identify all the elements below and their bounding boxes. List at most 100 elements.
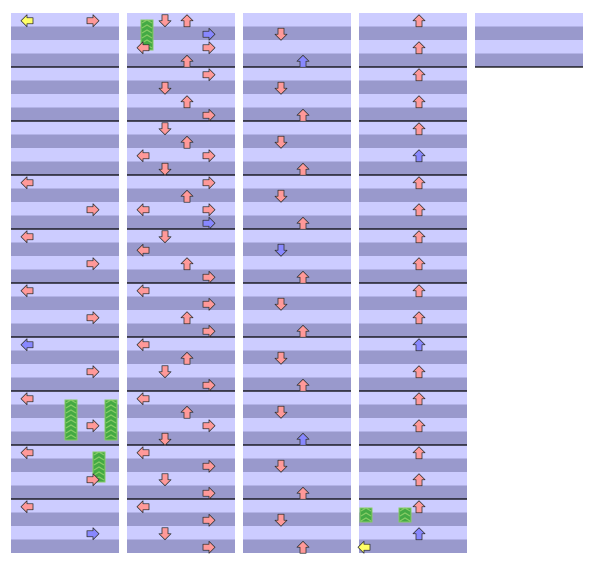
note-arrow-up <box>296 540 310 554</box>
hold-stripe <box>360 507 372 512</box>
note-arrow-right <box>202 176 216 190</box>
lane-row <box>243 107 351 121</box>
note-arrow-down <box>274 189 288 203</box>
lane-row <box>243 175 351 189</box>
lane-row <box>127 134 235 148</box>
note-arrow-up <box>296 54 310 68</box>
lane-row <box>243 80 351 94</box>
note-arrow-up <box>296 378 310 392</box>
note-arrow-left <box>136 392 150 406</box>
note-arrow-down <box>274 459 288 473</box>
lane-row <box>359 13 467 27</box>
lane-row <box>359 526 467 540</box>
note-arrow-left <box>136 243 150 257</box>
lane-row <box>243 350 351 364</box>
lane-row <box>127 296 235 310</box>
note-arrow-up <box>412 365 426 379</box>
lane-row <box>359 404 467 418</box>
note-arrow-left <box>20 176 34 190</box>
lane-row <box>359 445 467 459</box>
hold-stripe <box>399 507 411 512</box>
lane-row <box>243 445 351 459</box>
lane-row <box>127 256 235 270</box>
note-arrow-down <box>158 230 172 244</box>
hold-stripe <box>105 434 117 439</box>
note-arrow-right <box>202 324 216 338</box>
note-arrow-up <box>412 392 426 406</box>
lane-row <box>359 472 467 486</box>
lane-row <box>11 256 119 270</box>
hold-stripe <box>105 429 117 434</box>
note-arrow-right <box>202 149 216 163</box>
lane-row <box>243 283 351 297</box>
hold-stripe <box>65 419 77 424</box>
note-arrow-left <box>20 14 34 28</box>
lane-row <box>11 80 119 94</box>
note-arrow-up <box>412 473 426 487</box>
note-arrow-up <box>180 351 194 365</box>
note-arrow-right <box>86 14 100 28</box>
hold-stripe <box>360 512 372 517</box>
lane-row <box>11 323 119 337</box>
note-arrow-up <box>412 149 426 163</box>
lane-row <box>243 53 351 67</box>
lane-row <box>359 94 467 108</box>
note-arrow-down <box>158 162 172 176</box>
lane-row <box>359 202 467 216</box>
lane-row <box>127 161 235 175</box>
note-arrow-left <box>136 284 150 298</box>
lane-row <box>11 215 119 229</box>
note-arrow-up <box>412 95 426 109</box>
lane-row <box>243 458 351 472</box>
lane-row <box>243 310 351 324</box>
hold-notes <box>64 19 412 523</box>
hold-stripe <box>65 399 77 404</box>
hold-stripe <box>105 424 117 429</box>
hold-stripe <box>399 512 411 517</box>
note-arrow-up <box>412 122 426 136</box>
hold-stripe <box>360 517 372 522</box>
lane-row <box>11 310 119 324</box>
lane-row <box>127 499 235 513</box>
lane-row <box>359 40 467 54</box>
note-arrow-right <box>86 473 100 487</box>
note-arrow-up <box>296 324 310 338</box>
lane-row <box>127 377 235 391</box>
lane-row <box>475 40 583 54</box>
lane-row <box>11 458 119 472</box>
note-arrow-up <box>412 68 426 82</box>
note-arrow-up <box>412 257 426 271</box>
lane-row <box>243 40 351 54</box>
lane-row <box>11 539 119 553</box>
lane-row <box>359 364 467 378</box>
note-arrow-right <box>202 203 216 217</box>
lane-row <box>359 337 467 351</box>
note-arrow-down <box>274 351 288 365</box>
lane-row <box>127 53 235 67</box>
lane-row <box>127 364 235 378</box>
lane-row <box>359 539 467 553</box>
note-arrow-up <box>296 486 310 500</box>
note-arrow-up <box>180 14 194 28</box>
note-arrow-right <box>202 216 216 230</box>
lane-row <box>127 175 235 189</box>
lane-row <box>127 404 235 418</box>
lane-row <box>359 391 467 405</box>
note-arrow-right <box>86 257 100 271</box>
note-arrow-up <box>412 419 426 433</box>
lane-row <box>127 310 235 324</box>
lane-row <box>127 229 235 243</box>
note-arrow-down <box>158 527 172 541</box>
lane-row <box>243 134 351 148</box>
lane-row <box>11 107 119 121</box>
lane-row <box>11 391 119 405</box>
lane-row <box>243 512 351 526</box>
lane-row <box>127 472 235 486</box>
mine-arrow <box>357 540 371 554</box>
hold-stripe <box>105 419 117 424</box>
lane-row <box>243 364 351 378</box>
note-arrow-up <box>412 446 426 460</box>
note-arrow-left <box>20 392 34 406</box>
lane-row <box>359 256 467 270</box>
note-arrow-left <box>136 149 150 163</box>
